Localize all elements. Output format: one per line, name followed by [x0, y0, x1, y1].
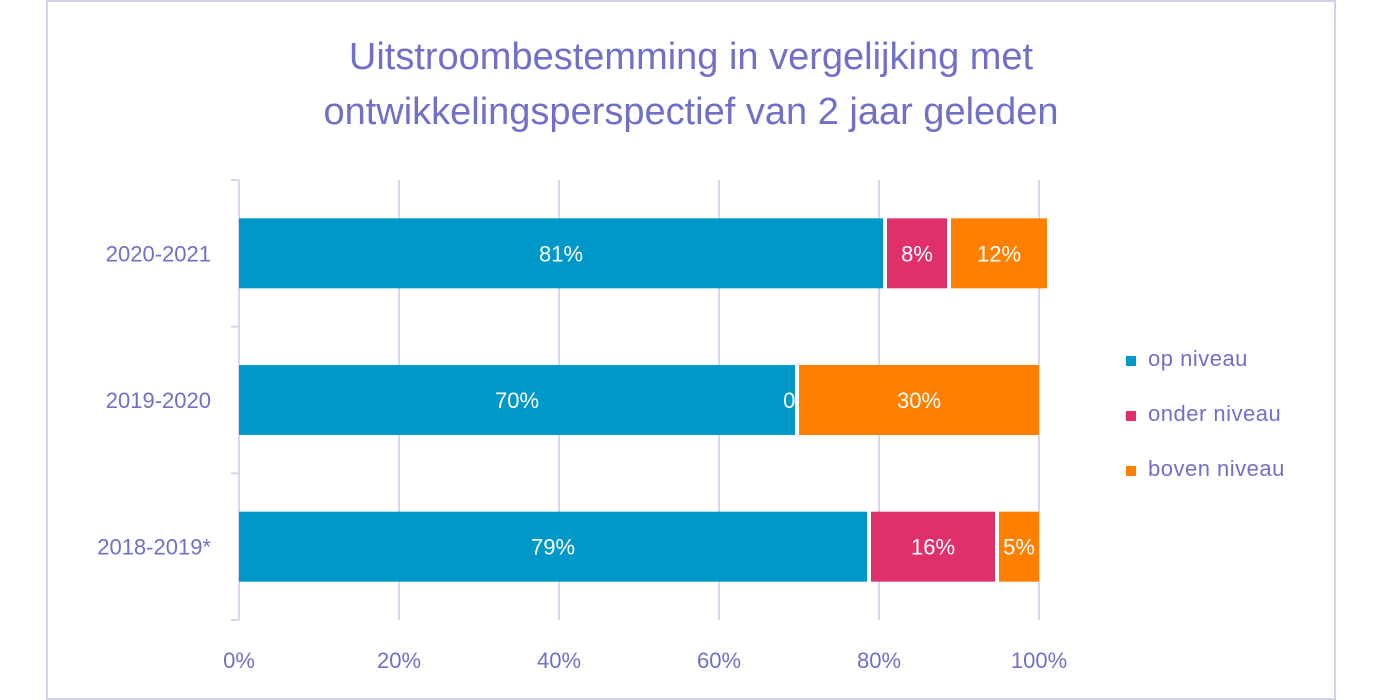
data-label: 81% — [539, 241, 583, 266]
chart-title: Uitstroombestemming in vergelijking met … — [46, 30, 1336, 140]
data-label: 30% — [897, 388, 941, 413]
bar-segment — [871, 511, 995, 582]
x-tick-label: 60% — [697, 648, 741, 673]
bar-segment — [239, 511, 867, 582]
x-tick-label: 40% — [537, 648, 581, 673]
bar-chart: 0% 20% 40% 60% 80% 100% 2020-2021 81% 8% 12% 2019-… — [97, 179, 1067, 673]
x-tick-label: 0% — [223, 648, 255, 673]
data-label: 79% — [531, 535, 575, 560]
chart-title-line-1: Uitstroombestemming in vergelijking met — [348, 36, 1034, 78]
y-tick-label: 2018-2019* — [97, 535, 211, 560]
bar-segment — [999, 511, 1039, 582]
data-label: 5% — [1003, 535, 1035, 560]
chart-frame — [46, 0, 1336, 700]
x-tick-label: 20% — [377, 648, 421, 673]
legend-swatch-boven-niveau — [1126, 466, 1136, 476]
legend-swatch-op-niveau — [1126, 356, 1136, 366]
bar-segment — [887, 218, 947, 289]
legend-swatch-onder-niveau — [1126, 411, 1136, 421]
data-label: 8% — [901, 241, 933, 266]
data-label: 16% — [911, 535, 955, 560]
y-tick-label: 2020-2021 — [106, 241, 211, 266]
legend-label: op niveau — [1148, 346, 1248, 371]
x-tick-label: 80% — [857, 648, 901, 673]
y-tick-label: 2019-2020 — [106, 388, 211, 413]
bar-segment — [239, 365, 795, 435]
chart-title-line-2: ontwikkelingsperspectief van 2 jaar gele… — [323, 91, 1059, 133]
data-label: 70% — [495, 388, 539, 413]
data-label: 12% — [977, 241, 1021, 266]
bar-segment — [951, 218, 1047, 289]
bar-segment — [799, 365, 1039, 435]
bar-segment — [239, 218, 883, 289]
legend-label: boven niveau — [1148, 456, 1285, 481]
x-tick-label: 100% — [1011, 648, 1067, 673]
legend-label: onder niveau — [1148, 401, 1282, 426]
